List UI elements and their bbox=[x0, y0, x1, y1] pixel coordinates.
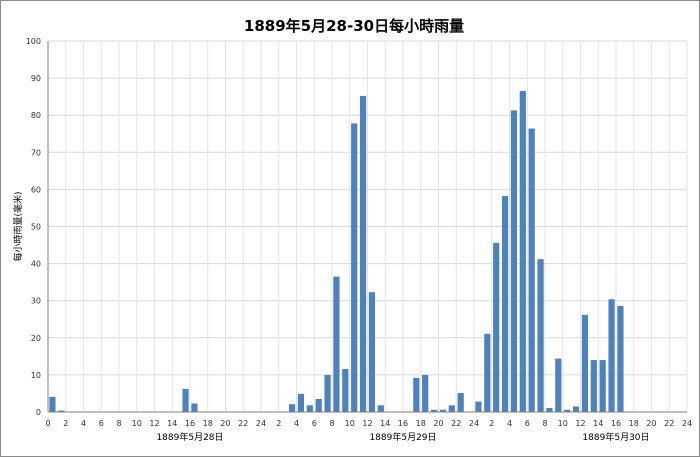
x-tick-label: 4 bbox=[294, 419, 299, 428]
y-tick-label: 70 bbox=[31, 148, 41, 157]
bar bbox=[342, 368, 349, 412]
bar bbox=[430, 409, 438, 412]
bar bbox=[484, 333, 491, 412]
bar bbox=[555, 358, 562, 412]
x-tick-label: 6 bbox=[99, 419, 104, 428]
bar bbox=[306, 405, 313, 412]
bar bbox=[501, 196, 509, 412]
x-tick-label: 6 bbox=[312, 419, 317, 428]
bar bbox=[564, 409, 571, 412]
bar bbox=[457, 393, 464, 412]
x-tick-label: 22 bbox=[664, 419, 674, 428]
x-tick-label: 24 bbox=[256, 419, 266, 428]
bar bbox=[315, 399, 322, 412]
y-tick-label: 40 bbox=[31, 260, 41, 269]
x-tick-label: 22 bbox=[451, 419, 461, 428]
x-tick-label: 12 bbox=[362, 419, 372, 428]
y-tick-label: 30 bbox=[31, 297, 41, 306]
day-label: 1889年5月29日 bbox=[369, 431, 436, 443]
y-tick-label: 90 bbox=[31, 74, 41, 83]
x-tick-label: 4 bbox=[81, 419, 86, 428]
gridlines bbox=[48, 40, 688, 412]
x-tick-label: 12 bbox=[149, 419, 159, 428]
x-tick-label: 0 bbox=[45, 419, 50, 428]
bar bbox=[439, 409, 447, 412]
bar bbox=[608, 299, 615, 412]
day-labels: 1889年5月28日 1889年5月29日 1889年5月30日 bbox=[156, 431, 649, 443]
x-tick-label: 10 bbox=[345, 419, 355, 428]
y-tick-label: 80 bbox=[31, 111, 41, 120]
bar bbox=[510, 110, 518, 412]
day-label: 1889年5月28日 bbox=[156, 431, 223, 443]
x-tick-label: 10 bbox=[132, 419, 142, 428]
bar bbox=[297, 393, 305, 412]
x-tick-label: 16 bbox=[398, 419, 408, 428]
bar bbox=[368, 292, 376, 412]
x-tick-label: 18 bbox=[203, 419, 213, 428]
bar bbox=[288, 404, 296, 412]
bar bbox=[422, 374, 429, 412]
bar bbox=[413, 377, 420, 412]
axes bbox=[47, 41, 687, 413]
bar bbox=[333, 276, 340, 412]
bar bbox=[528, 128, 535, 412]
x-tick-label: 18 bbox=[416, 419, 426, 428]
day-label: 1889年5月30日 bbox=[582, 431, 649, 443]
bar bbox=[590, 360, 597, 412]
y-axis-label: 每小時雨量(毫米) bbox=[12, 191, 24, 261]
x-tick-label: 14 bbox=[593, 419, 603, 428]
x-tick-label: 2 bbox=[276, 419, 281, 428]
y-tick-label: 10 bbox=[31, 371, 41, 380]
x-tick-label: 10 bbox=[558, 419, 568, 428]
x-tick-label: 2 bbox=[489, 419, 494, 428]
bar bbox=[617, 305, 624, 412]
y-tick-label: 20 bbox=[31, 334, 41, 343]
x-tick-label: 24 bbox=[469, 419, 479, 428]
y-tick-label: 0 bbox=[36, 408, 41, 417]
x-tick-label: 14 bbox=[167, 419, 177, 428]
x-tick-label: 8 bbox=[116, 419, 121, 428]
x-tick-label: 20 bbox=[220, 419, 230, 428]
x-tick-label: 16 bbox=[185, 419, 195, 428]
x-tick-label: 8 bbox=[329, 419, 334, 428]
bar bbox=[448, 405, 455, 412]
bar bbox=[493, 242, 500, 412]
bar bbox=[581, 314, 589, 412]
x-tick-label: 20 bbox=[433, 419, 443, 428]
bar bbox=[519, 91, 526, 412]
bar bbox=[58, 410, 65, 412]
x-tick-label: 18 bbox=[629, 419, 639, 428]
x-tick-label: 6 bbox=[525, 419, 530, 428]
bar bbox=[324, 374, 331, 412]
x-tick-label: 24 bbox=[682, 419, 692, 428]
bars bbox=[49, 91, 624, 413]
y-tick-label: 50 bbox=[31, 223, 41, 232]
x-tick-label: 20 bbox=[646, 419, 656, 428]
bar bbox=[359, 95, 367, 412]
x-tick-label: 8 bbox=[542, 419, 547, 428]
x-tick-label: 14 bbox=[380, 419, 390, 428]
bar bbox=[191, 403, 198, 412]
x-tick-label: 22 bbox=[238, 419, 248, 428]
bar bbox=[546, 407, 553, 412]
x-tick-labels: 0 2 4 6 8 10 12 14 16 18 20 22 24 2 4 6 8 10 12 14 16 18 20 22 2… bbox=[45, 419, 692, 428]
bar bbox=[537, 259, 544, 412]
x-tick-label: 16 bbox=[611, 419, 621, 428]
chart-title: 1889年5月28-30日每小時雨量 bbox=[244, 17, 464, 35]
y-tick-label: 60 bbox=[31, 185, 41, 194]
bar bbox=[572, 406, 580, 412]
x-tick-label: 12 bbox=[575, 419, 585, 428]
y-tick-label: 100 bbox=[26, 37, 41, 46]
x-tick-label: 4 bbox=[507, 419, 512, 428]
bar bbox=[377, 405, 384, 412]
bar bbox=[475, 401, 482, 412]
x-tick-label: 2 bbox=[63, 419, 68, 428]
bar bbox=[351, 123, 358, 413]
bar bbox=[182, 389, 189, 412]
bar bbox=[599, 360, 606, 412]
y-tick-labels: 0 10 20 30 40 50 60 70 80 90 100 bbox=[26, 37, 41, 417]
bar bbox=[49, 396, 56, 412]
